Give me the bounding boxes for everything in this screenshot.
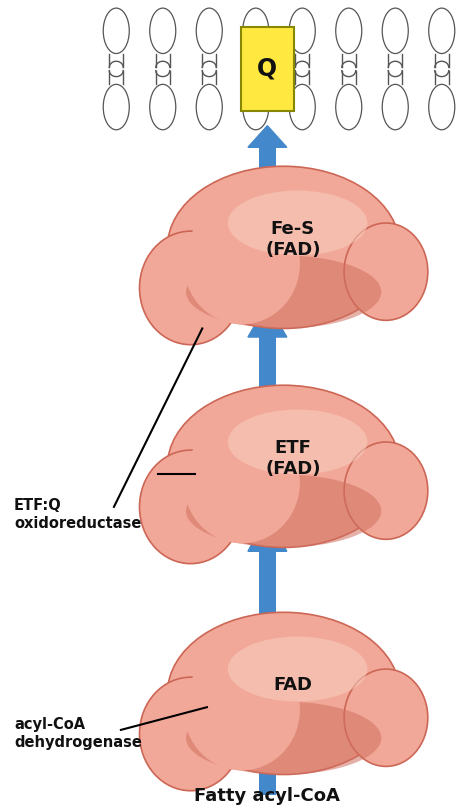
- Text: ETF
(FAD): ETF (FAD): [265, 439, 321, 478]
- Circle shape: [103, 84, 129, 130]
- Circle shape: [103, 8, 129, 54]
- Text: Q: Q: [257, 57, 278, 81]
- Circle shape: [150, 8, 176, 54]
- Circle shape: [336, 8, 362, 54]
- Circle shape: [243, 8, 269, 54]
- Ellipse shape: [184, 649, 300, 770]
- Text: Fatty acyl-CoA: Fatty acyl-CoA: [194, 787, 340, 805]
- Bar: [259, 543, 276, 645]
- Ellipse shape: [344, 223, 428, 320]
- Ellipse shape: [167, 385, 400, 547]
- Circle shape: [336, 84, 362, 130]
- Polygon shape: [248, 304, 287, 337]
- Ellipse shape: [140, 231, 242, 345]
- Circle shape: [382, 84, 408, 130]
- FancyBboxPatch shape: [241, 27, 294, 111]
- Ellipse shape: [167, 612, 400, 775]
- Ellipse shape: [186, 255, 381, 328]
- Text: acyl-CoA
dehydrogenase: acyl-CoA dehydrogenase: [14, 718, 142, 750]
- Bar: [259, 330, 276, 422]
- Ellipse shape: [184, 422, 300, 543]
- Polygon shape: [248, 126, 287, 148]
- Ellipse shape: [167, 166, 400, 328]
- Ellipse shape: [140, 677, 242, 791]
- Circle shape: [382, 8, 408, 54]
- Text: FAD: FAD: [273, 676, 312, 694]
- Ellipse shape: [228, 191, 367, 255]
- Ellipse shape: [140, 450, 242, 564]
- Text: ETF:Q
oxidoreductase: ETF:Q oxidoreductase: [14, 499, 141, 531]
- Circle shape: [243, 84, 269, 130]
- Ellipse shape: [186, 702, 381, 775]
- Circle shape: [289, 84, 315, 130]
- Ellipse shape: [344, 442, 428, 539]
- Ellipse shape: [228, 637, 367, 702]
- Ellipse shape: [228, 410, 367, 474]
- Ellipse shape: [344, 669, 428, 766]
- Polygon shape: [248, 515, 287, 551]
- Circle shape: [429, 84, 455, 130]
- Circle shape: [289, 8, 315, 54]
- Circle shape: [196, 84, 222, 130]
- Bar: [259, 753, 276, 795]
- Circle shape: [150, 84, 176, 130]
- Circle shape: [429, 8, 455, 54]
- Polygon shape: [248, 742, 287, 757]
- Bar: [259, 143, 276, 203]
- Text: Fe-S
(FAD): Fe-S (FAD): [265, 220, 321, 259]
- Ellipse shape: [186, 474, 381, 547]
- Circle shape: [196, 8, 222, 54]
- Ellipse shape: [184, 203, 300, 324]
